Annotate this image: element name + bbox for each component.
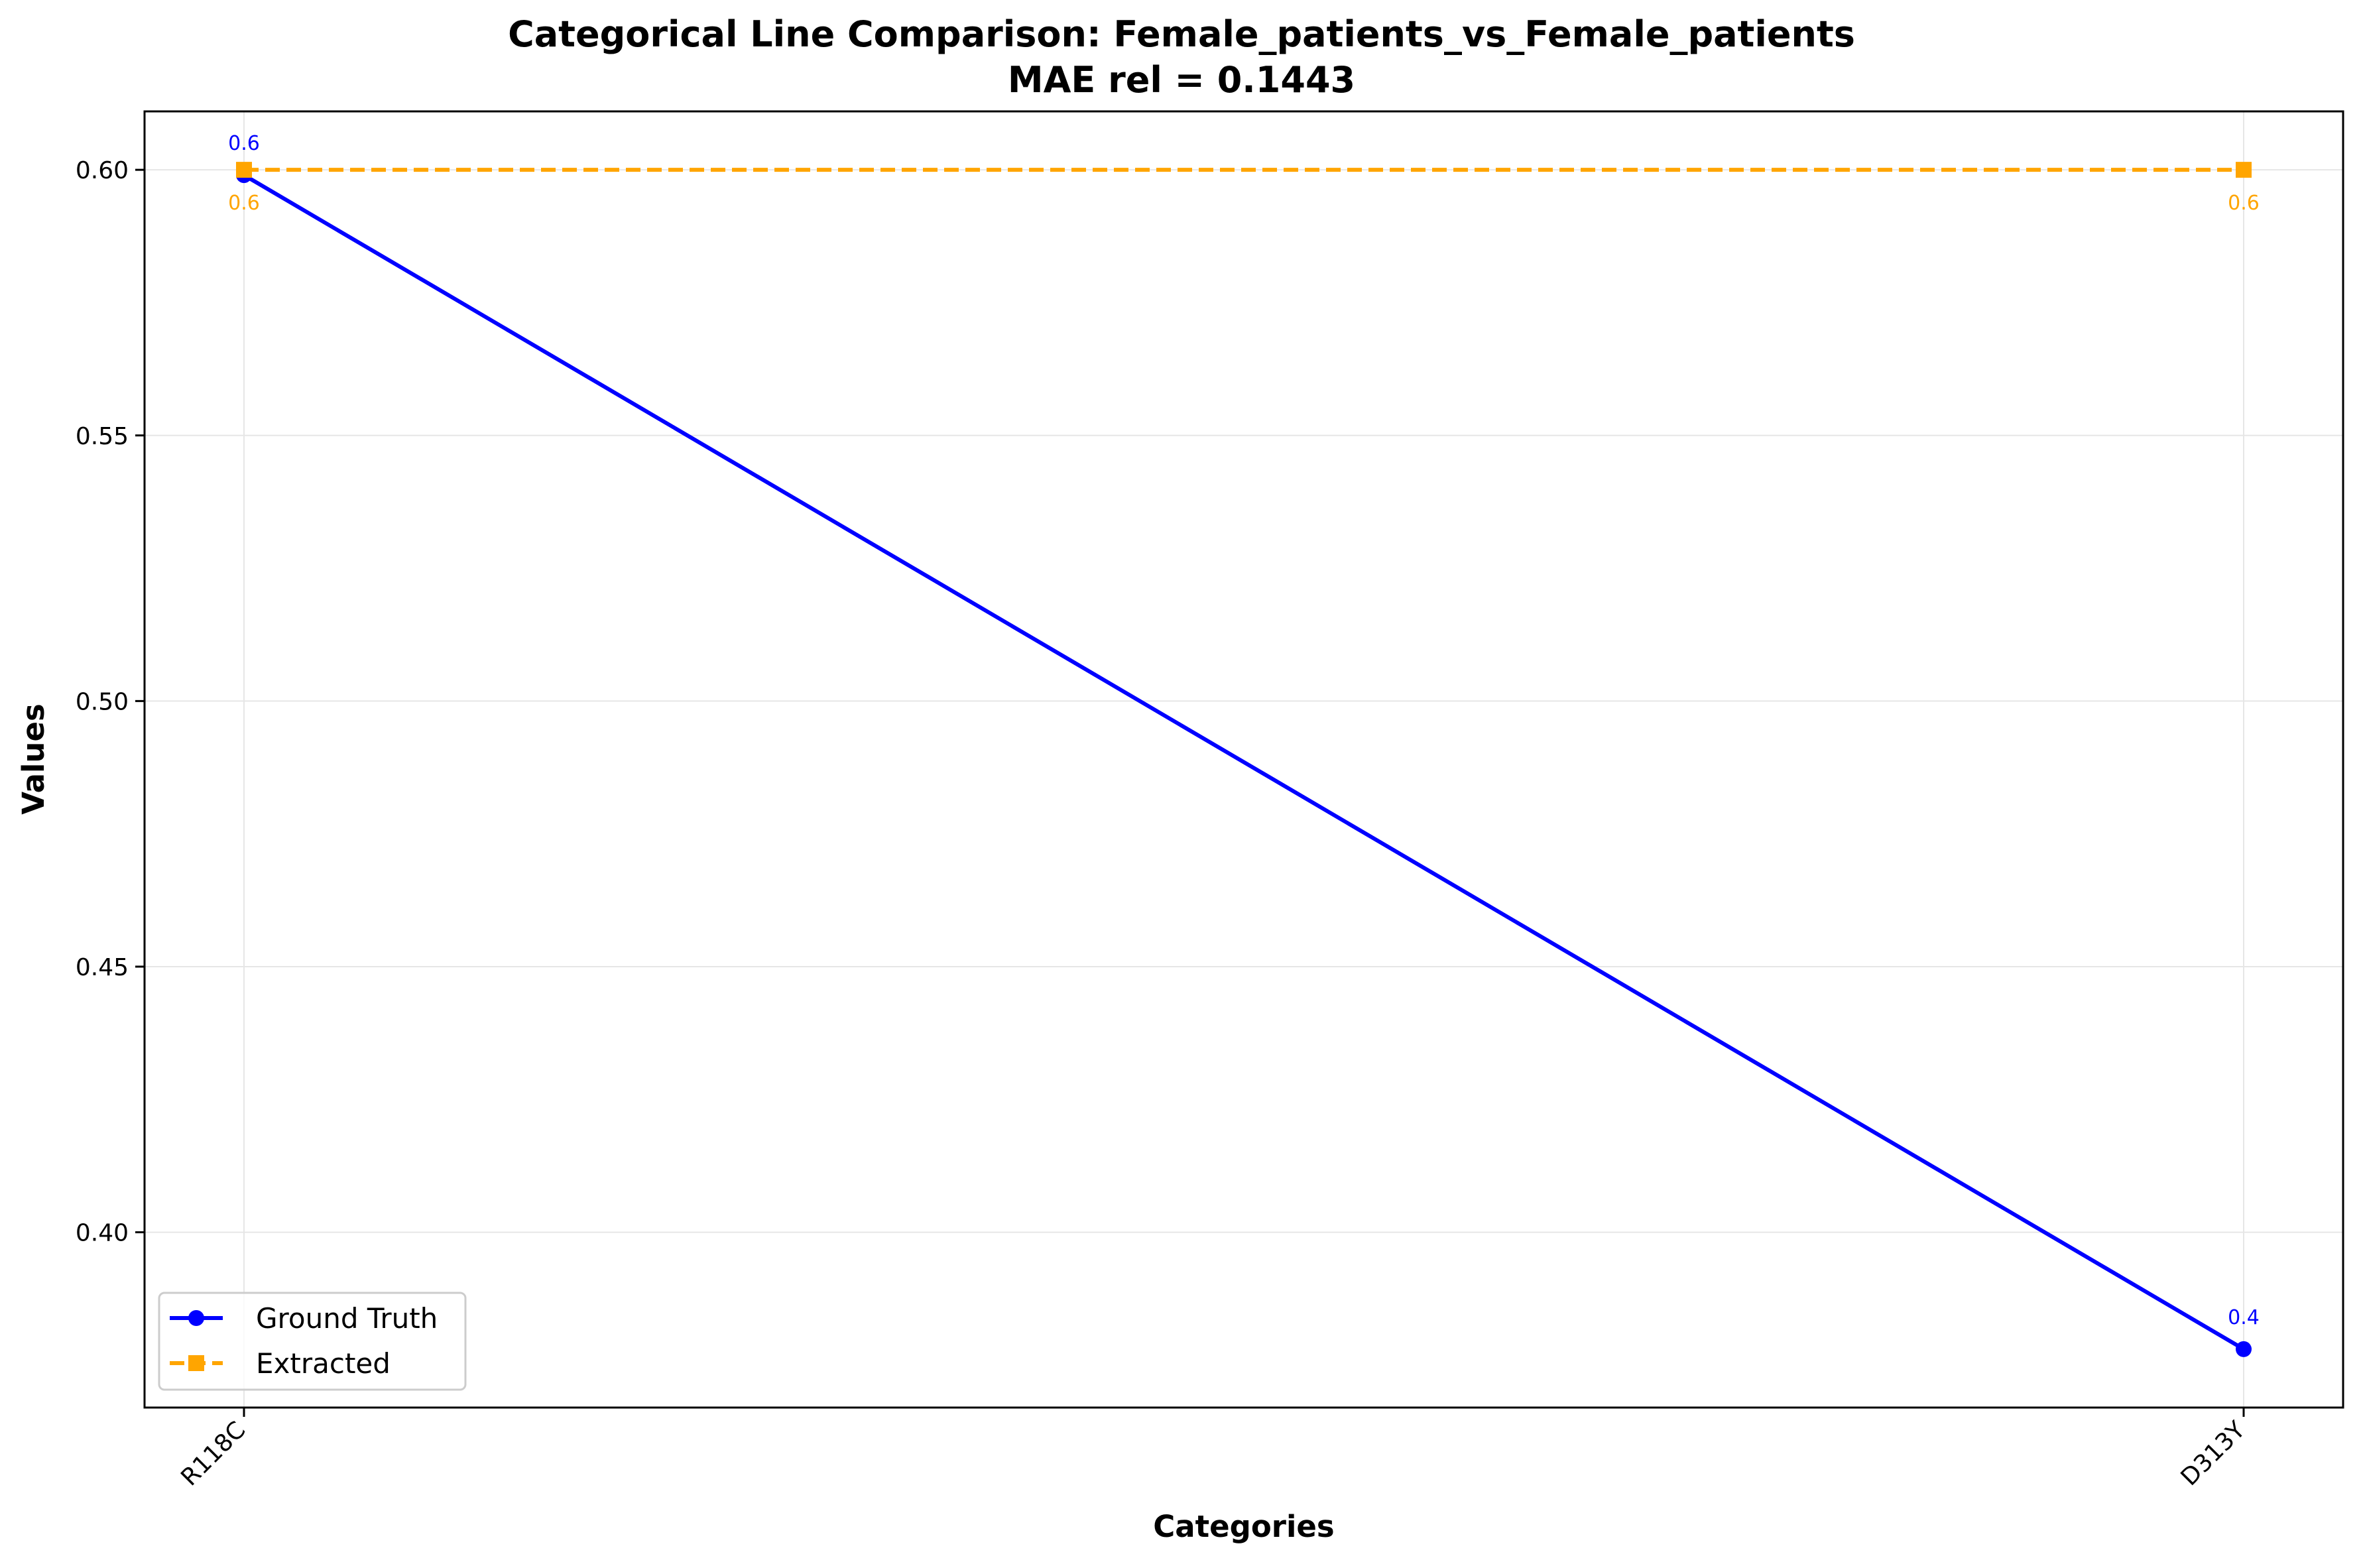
legend-box bbox=[158, 1292, 467, 1391]
y-tick-label: 0.50 bbox=[76, 688, 129, 715]
grid bbox=[145, 111, 2343, 1408]
extracted-point bbox=[236, 162, 252, 178]
x-axis-label: Categories bbox=[1153, 1509, 1334, 1544]
ground-truth-data-label: 0.4 bbox=[2228, 1306, 2260, 1329]
legend-extracted-marker bbox=[188, 1355, 204, 1371]
ground-truth-line bbox=[243, 173, 2245, 1351]
y-axis-label: Values bbox=[16, 703, 51, 815]
chart-title: Categorical Line Comparison: Female_pati… bbox=[508, 13, 1855, 55]
plot-frame bbox=[143, 110, 2344, 1409]
series-group bbox=[236, 162, 2252, 1357]
y-tick-label: 0.55 bbox=[76, 423, 129, 450]
ground-truth-point bbox=[2236, 1341, 2252, 1357]
data-labels: 0.6 0.4 0.6 0.6 bbox=[228, 132, 2260, 1329]
y-tick-label: 0.40 bbox=[76, 1220, 129, 1247]
y-tick-label: 0.45 bbox=[76, 954, 129, 981]
legend-ground-truth-label: Ground Truth bbox=[256, 1302, 438, 1335]
extracted-point bbox=[2236, 162, 2252, 178]
legend-ground-truth-marker bbox=[188, 1310, 204, 1326]
extracted-data-label: 0.6 bbox=[228, 192, 260, 215]
legend-extracted-label: Extracted bbox=[256, 1347, 391, 1380]
legend: Ground Truth Extracted bbox=[158, 1292, 467, 1391]
y-axis-ticks: 0.40 0.45 0.50 0.55 0.60 bbox=[76, 157, 145, 1247]
ground-truth-data-label: 0.6 bbox=[228, 132, 260, 155]
extracted-data-label: 0.6 bbox=[2228, 192, 2260, 215]
y-tick-label: 0.60 bbox=[76, 157, 129, 184]
chart-subtitle: MAE rel = 0.1443 bbox=[1008, 59, 1355, 101]
